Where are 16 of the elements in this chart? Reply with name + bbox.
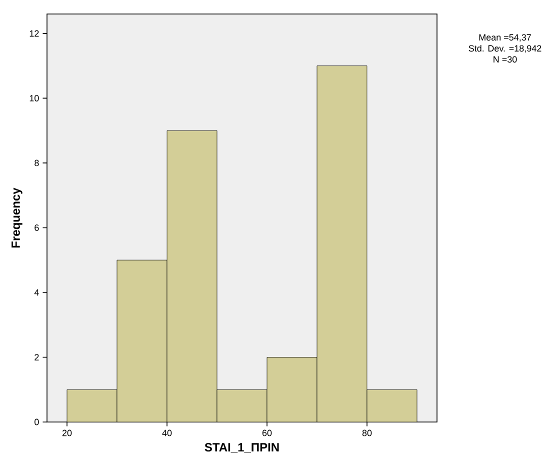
- y-tick-label: 8: [34, 160, 39, 166]
- y-tick-label: 10: [30, 94, 39, 102]
- y-tick-label: 0: [34, 418, 39, 426]
- y-tick-label: 12: [30, 30, 39, 37]
- y-axis-title: Frequency: [12, 188, 22, 248]
- y-tick-label: 2: [34, 354, 39, 360]
- x-tick-label: 20: [62, 430, 72, 436]
- text: Std. Dev. =18,942: [468, 44, 542, 53]
- text: Mean =54,37: [479, 34, 531, 42]
- text: N =30: [494, 56, 517, 63]
- y-tick-label: 4: [34, 289, 39, 296]
- x-tick-label: 40: [162, 430, 172, 436]
- x-axis-title: STAI_1_ΠΡΙΝ: [204, 443, 279, 453]
- y-tick-label: 6: [34, 224, 39, 231]
- x-tick-label: 80: [362, 430, 372, 436]
- x-tick-label: 60: [262, 430, 272, 436]
